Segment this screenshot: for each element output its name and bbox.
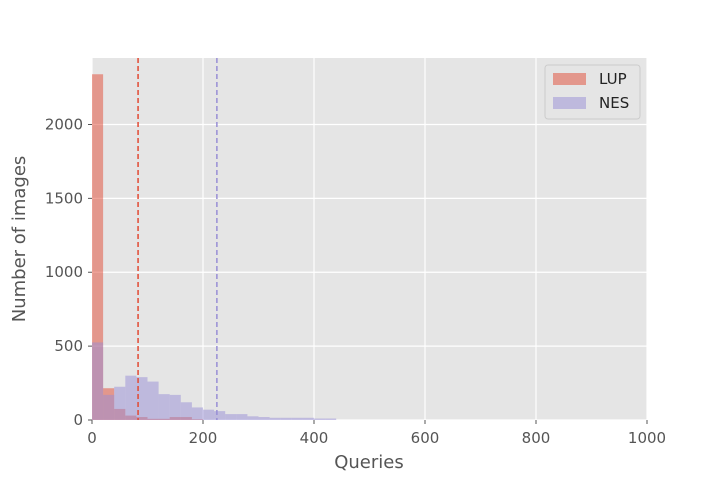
x-axis-label: Queries: [334, 452, 404, 473]
histogram-bars: [92, 74, 337, 421]
y-tick-label: 2000: [45, 115, 83, 133]
bar-nes: [291, 417, 303, 420]
x-tick-label: 400: [300, 429, 329, 447]
bar-nes: [214, 411, 226, 420]
x-tick-label: 600: [411, 429, 440, 447]
bar-nes: [147, 381, 159, 420]
bar-nes: [169, 394, 181, 420]
bar-nes: [314, 418, 326, 420]
bar-nes: [136, 377, 148, 420]
bar-nes: [203, 409, 215, 420]
x-tick-label: 1000: [628, 429, 666, 447]
bar-nes: [92, 342, 104, 420]
bar-nes: [269, 417, 281, 420]
bar-nes: [125, 375, 137, 420]
legend-label-nes: NES: [599, 94, 629, 112]
legend-swatch-lup: [553, 73, 586, 85]
y-tick-label: 500: [54, 337, 83, 355]
bar-nes: [302, 417, 314, 420]
x-tick-label: 200: [189, 429, 218, 447]
bar-nes: [247, 416, 259, 420]
y-tick-label: 1500: [45, 189, 83, 207]
bar-nes: [103, 394, 115, 420]
x-tick-label: 800: [522, 429, 551, 447]
y-tick-label: 0: [73, 411, 83, 429]
legend-swatch-nes: [553, 97, 586, 109]
axis-ticks: 0 200 400 600 800 1000 0 500 1000 1500 2000: [45, 115, 666, 447]
bar-nes: [280, 417, 292, 420]
bar-nes: [236, 414, 248, 420]
bar-nes: [258, 417, 270, 420]
y-tick-label: 1000: [45, 263, 83, 281]
bar-nes: [191, 407, 203, 420]
bar-nes: [114, 386, 126, 420]
bar-nes: [225, 414, 237, 420]
legend-label-lup: LUP: [599, 70, 627, 88]
bar-nes: [180, 402, 192, 420]
y-axis-label: Number of images: [9, 156, 30, 323]
bar-nes: [158, 394, 170, 420]
bar-nes: [325, 418, 337, 420]
legend: LUP NES: [544, 64, 641, 120]
x-tick-label: 0: [87, 429, 97, 447]
bar-lup: [92, 74, 104, 421]
grid-lines: [91, 58, 648, 421]
mean-lines: [137, 58, 218, 420]
